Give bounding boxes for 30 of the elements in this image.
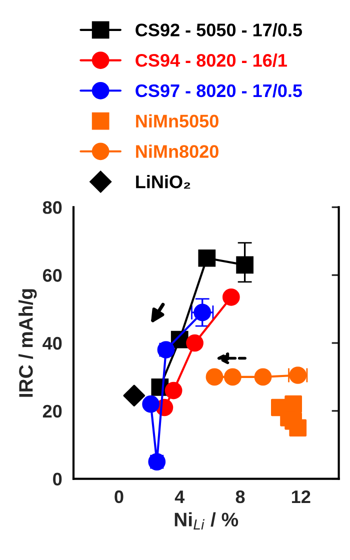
legend-label: LiNiO₂: [136, 175, 190, 189]
y-tick-label: 0: [53, 472, 62, 486]
point: [123, 384, 146, 406]
point: [194, 304, 212, 322]
point: [157, 341, 175, 358]
x-axis-title: Ni$_{Li}$ / %: [174, 512, 238, 530]
point: [236, 256, 254, 274]
y-tick-label: 60: [42, 269, 62, 282]
legend-label: CS97 - 8020 - 17/0.5: [136, 84, 302, 98]
legend-label: NiMn5050: [136, 114, 218, 128]
point: [164, 382, 182, 400]
legend-label: NiMn8020: [136, 144, 218, 158]
x-tick-label: 12: [292, 490, 310, 503]
y-tick-label: 20: [42, 404, 62, 418]
x-tick-label: 0: [114, 490, 124, 504]
y-axis-title: IRC / mAh/g: [18, 289, 37, 397]
legend-label: CS94 - 8020 - 16/1: [136, 54, 287, 67]
point: [224, 368, 242, 386]
point: [206, 368, 224, 386]
y-tick-label: 40: [42, 336, 62, 350]
x-tick-label: 8: [236, 490, 245, 504]
x-tick-label: 4: [174, 490, 185, 503]
point: [142, 395, 160, 413]
point: [254, 368, 272, 386]
point: [289, 419, 307, 437]
point: [198, 249, 216, 267]
point: [186, 334, 204, 352]
point: [222, 288, 240, 306]
legend-label: CS92 - 5050 - 17/0.5: [136, 23, 302, 37]
y-tick-label: 80: [42, 201, 62, 214]
